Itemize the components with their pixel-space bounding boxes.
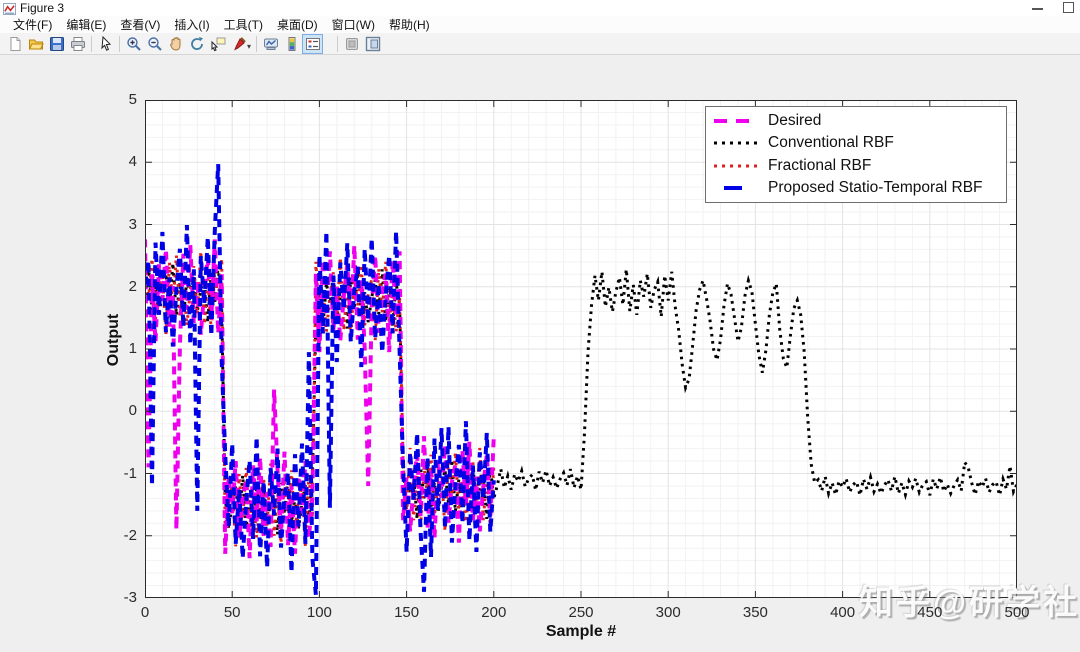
title-bar: Figure 3 (0, 0, 1080, 16)
menu-edit[interactable]: 编辑(E) (66, 18, 107, 32)
y-tick-label: -1 (123, 464, 137, 482)
legend-item: Proposed Statio-Temporal RBF (712, 177, 1000, 199)
x-tick-label: 300 (655, 604, 681, 621)
zoom-in-icon[interactable] (123, 34, 144, 54)
brush-data-icon[interactable] (228, 34, 249, 54)
legend[interactable]: Desired Conventional RBF Fractional RBF … (705, 106, 1007, 203)
link-plot-icon[interactable] (260, 34, 281, 54)
menu-file[interactable]: 文件(F) (13, 18, 53, 32)
pan-hand-icon[interactable] (165, 34, 186, 54)
y-tick-label: 1 (128, 340, 137, 357)
window-title: Figure 3 (20, 1, 65, 15)
figure-toolbar: ▾ (0, 33, 1080, 55)
legend-line-sample-fractional (714, 164, 758, 168)
legend-item: Conventional RBF (712, 132, 1000, 154)
legend-item: Desired (712, 110, 1000, 132)
restore-button[interactable] (1063, 1, 1074, 13)
minimize-button[interactable] (1032, 1, 1043, 13)
legend-label: Conventional RBF (768, 134, 894, 152)
save-figure-icon[interactable] (46, 34, 67, 54)
legend-item: Fractional RBF (712, 155, 1000, 177)
x-tick-label: 100 (306, 604, 332, 621)
y-tick-label: 3 (128, 215, 137, 233)
legend-line-sample-desired (714, 119, 758, 124)
x-tick-label: 200 (481, 604, 507, 621)
menu-window[interactable]: 窗口(W) (331, 18, 375, 32)
legend-label: Proposed Statio-Temporal RBF (768, 178, 983, 196)
data-cursor-icon[interactable] (207, 34, 228, 54)
x-tick-label: 0 (140, 604, 150, 621)
legend-line-sample-proposed (724, 185, 742, 190)
x-tick-label: 400 (830, 604, 856, 621)
y-tick-label: 4 (128, 153, 137, 171)
rotate-3d-icon[interactable] (186, 34, 207, 54)
menu-tools[interactable]: 工具(T) (223, 18, 263, 32)
zoom-out-icon[interactable] (144, 34, 165, 54)
open-file-icon[interactable] (25, 34, 46, 54)
y-tick-label: 2 (128, 277, 137, 295)
y-tick-label: -3 (123, 589, 137, 606)
menu-bar: 文件(F) 编辑(E) 查看(V) 插入(I) 工具(T) 桌面(D) 窗口(W… (0, 16, 1080, 33)
x-axis-label: Sample # (545, 623, 617, 640)
legend-label: Fractional RBF (768, 156, 872, 174)
x-tick-label: 350 (742, 604, 768, 621)
x-tick-label: 450 (917, 604, 943, 621)
y-tick-label: 0 (128, 402, 137, 420)
menu-help[interactable]: 帮助(H) (388, 18, 430, 32)
menu-desktop[interactable]: 桌面(D) (276, 18, 318, 32)
y-tick-label: 5 (128, 91, 137, 108)
brush-dropdown-icon[interactable]: ▾ (247, 42, 252, 51)
x-tick-label: 150 (394, 604, 420, 621)
insert-legend-icon[interactable] (302, 33, 324, 54)
x-tick-label: 250 (568, 604, 594, 621)
figure-canvas: Output Sample # Desired Conventional RBF… (0, 55, 1080, 652)
y-tick-label: -2 (123, 526, 137, 544)
hide-plot-tools-icon[interactable] (341, 34, 362, 54)
menu-insert[interactable]: 插入(I) (174, 18, 210, 32)
x-tick-label: 50 (223, 604, 241, 621)
figure-icon (3, 2, 16, 15)
show-plot-tools-dock-icon[interactable] (362, 34, 383, 54)
print-figure-icon[interactable] (67, 34, 88, 54)
edit-plot-cursor-icon[interactable] (95, 34, 116, 54)
menu-view[interactable]: 查看(V) (120, 18, 161, 32)
insert-colorbar-icon[interactable] (281, 34, 302, 54)
legend-line-sample-conventional (714, 141, 758, 145)
new-figure-icon[interactable] (4, 34, 25, 54)
x-tick-label: 500 (1004, 604, 1030, 621)
legend-label: Desired (768, 112, 822, 130)
